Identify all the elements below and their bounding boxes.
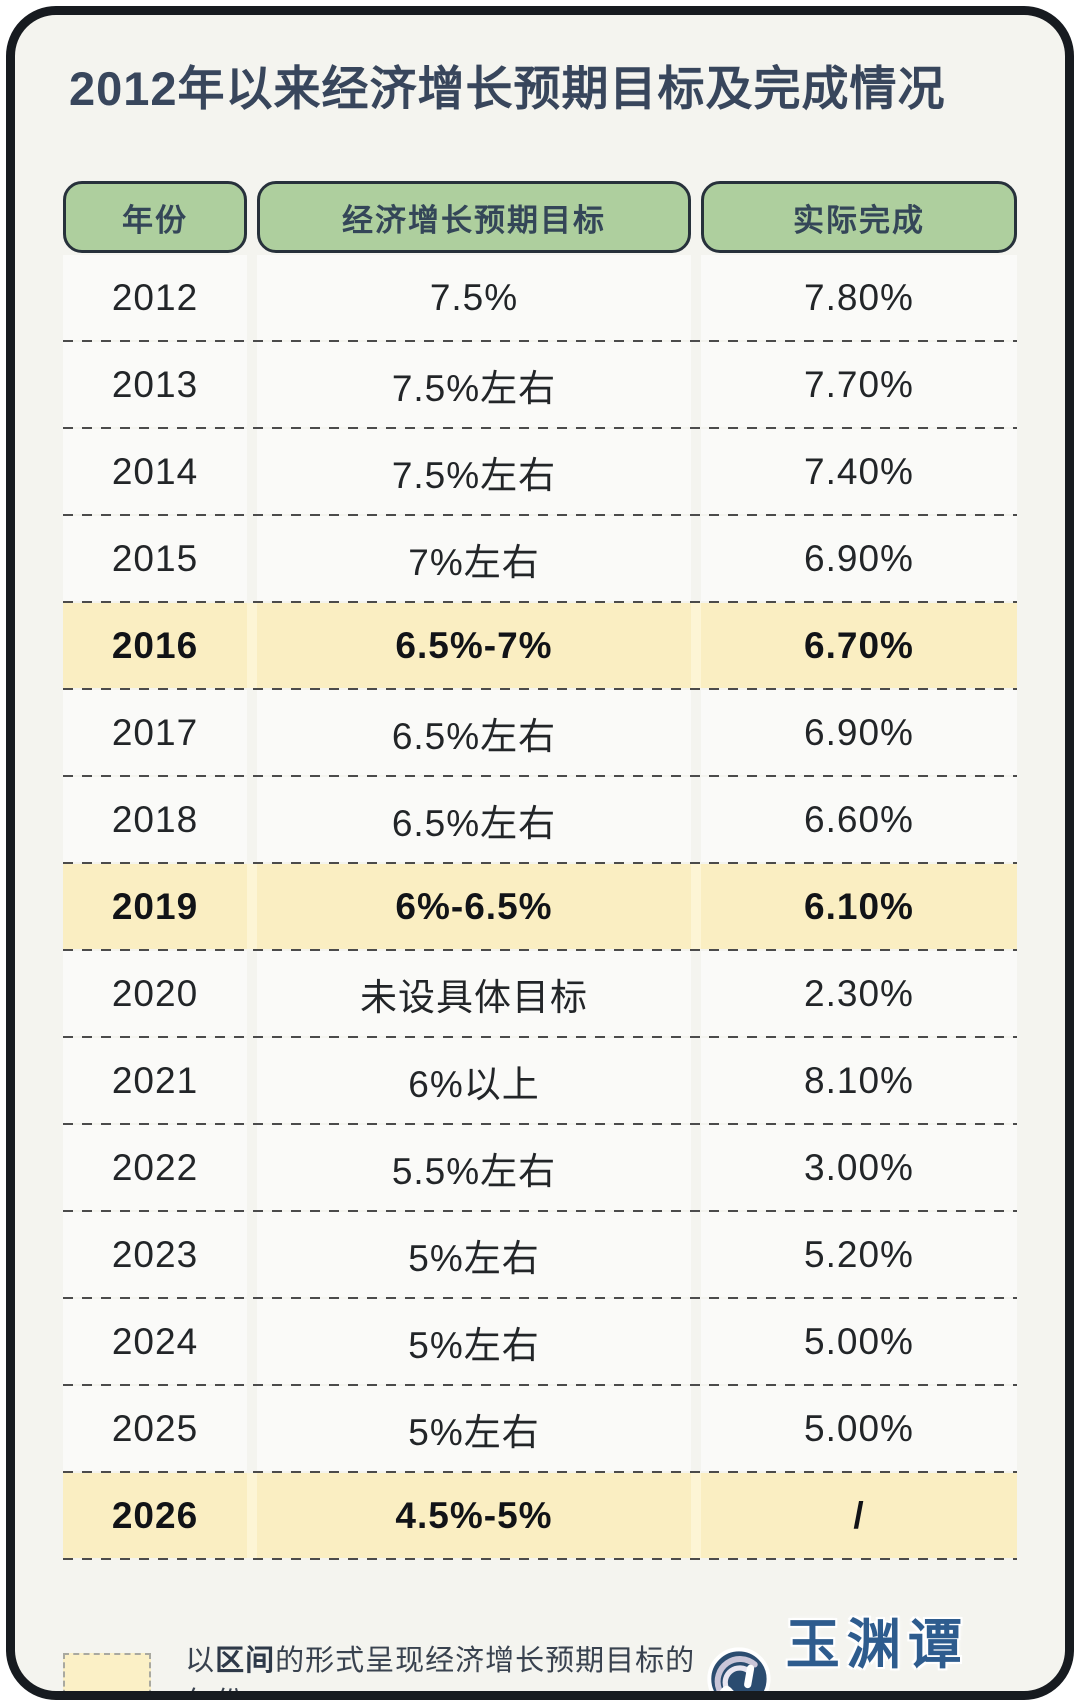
row-target: 7.5%左右 xyxy=(257,429,691,514)
row-divider xyxy=(63,862,1017,864)
row-divider xyxy=(63,427,1017,429)
row-actual: 5.20% xyxy=(701,1212,1017,1297)
row-target: 5%左右 xyxy=(257,1212,691,1297)
row-year: 2013 xyxy=(63,342,247,427)
row-divider xyxy=(63,1558,1017,1560)
table-row: 2015 7%左右 6.90% xyxy=(63,516,1017,601)
table-row: 2026 4.5%-5% / xyxy=(63,1473,1017,1558)
row-year: 2019 xyxy=(63,864,247,949)
table-row: 2014 7.5%左右 7.40% xyxy=(63,429,1017,514)
brand-logo: 玉渊谭天 xyxy=(706,1600,1009,1691)
row-year: 2024 xyxy=(63,1299,247,1384)
legend-label-prefix: 以 xyxy=(185,1645,216,1677)
row-actual: / xyxy=(701,1473,1017,1558)
table-row: 2020 未设具体目标 2.30% xyxy=(63,951,1017,1036)
table-row: 2025 5%左右 5.00% xyxy=(63,1386,1017,1471)
row-divider xyxy=(63,1384,1017,1386)
row-year: 2016 xyxy=(63,603,247,688)
legend-swatch xyxy=(63,1653,152,1691)
legend: 以区间的形式呈现经济增长预期目标的年份 xyxy=(63,1637,706,1691)
legend-label: 以区间的形式呈现经济增长预期目标的年份 xyxy=(185,1637,706,1691)
table-row: 2023 5%左右 5.20% xyxy=(63,1212,1017,1297)
footer: 以区间的形式呈现经济增长预期目标的年份 玉渊谭天 xyxy=(63,1600,1017,1691)
table-row: 2016 6.5%-7% 6.70% xyxy=(63,603,1017,688)
legend-label-suffix: 的形式呈现经济增长预期目标的年份 xyxy=(185,1645,696,1691)
row-actual: 6.10% xyxy=(701,864,1017,949)
row-year: 2014 xyxy=(63,429,247,514)
row-actual: 7.70% xyxy=(701,342,1017,427)
row-target: 6%-6.5% xyxy=(257,864,691,949)
infographic-card: 2012年以来经济增长预期目标及完成情况 年份 经济增长预期目标 实际完成 20… xyxy=(6,6,1074,1700)
row-actual: 6.90% xyxy=(701,690,1017,775)
row-target: 7%左右 xyxy=(257,516,691,601)
row-actual: 3.00% xyxy=(701,1125,1017,1210)
row-target: 6.5%左右 xyxy=(257,690,691,775)
row-actual: 5.00% xyxy=(701,1299,1017,1384)
row-target: 7.5% xyxy=(257,255,691,340)
row-divider xyxy=(63,1210,1017,1212)
row-year: 2026 xyxy=(63,1473,247,1558)
row-actual: 6.60% xyxy=(701,777,1017,862)
row-target: 5.5%左右 xyxy=(257,1125,691,1210)
row-target: 4.5%-5% xyxy=(257,1473,691,1558)
row-divider xyxy=(63,1297,1017,1299)
table-row: 2018 6.5%左右 6.60% xyxy=(63,777,1017,862)
table-row: 2017 6.5%左右 6.90% xyxy=(63,690,1017,775)
header-year: 年份 xyxy=(63,181,247,253)
row-year: 2025 xyxy=(63,1386,247,1471)
brand-logo-wave-icon xyxy=(707,1647,771,1691)
table-row: 2022 5.5%左右 3.00% xyxy=(63,1125,1017,1210)
row-divider xyxy=(63,601,1017,603)
row-divider xyxy=(63,340,1017,342)
row-target: 5%左右 xyxy=(257,1386,691,1471)
row-divider xyxy=(63,1036,1017,1038)
row-divider xyxy=(63,514,1017,516)
row-actual: 7.80% xyxy=(701,255,1017,340)
row-year: 2017 xyxy=(63,690,247,775)
brand-logo-text: 玉渊谭天 xyxy=(785,1615,969,1675)
row-target: 6.5%-7% xyxy=(257,603,691,688)
table-row: 2012 7.5% 7.80% xyxy=(63,255,1017,340)
row-actual: 6.70% xyxy=(701,603,1017,688)
table-row: 2024 5%左右 5.00% xyxy=(63,1299,1017,1384)
row-actual: 5.00% xyxy=(701,1386,1017,1471)
row-divider xyxy=(63,1471,1017,1473)
row-year: 2015 xyxy=(63,516,247,601)
row-year: 2012 xyxy=(63,255,247,340)
row-year: 2018 xyxy=(63,777,247,862)
row-actual: 2.30% xyxy=(701,951,1017,1036)
row-divider xyxy=(63,688,1017,690)
row-actual: 6.90% xyxy=(701,516,1017,601)
row-target: 未设具体目标 xyxy=(257,951,691,1036)
row-target: 7.5%左右 xyxy=(257,342,691,427)
table-body: 2012 7.5% 7.80% 2013 7.5%左右 7.70% 2014 7… xyxy=(63,255,1017,1560)
row-target: 5%左右 xyxy=(257,1299,691,1384)
header-target: 经济增长预期目标 xyxy=(257,181,691,253)
row-divider xyxy=(63,1123,1017,1125)
header-actual: 实际完成 xyxy=(701,181,1017,253)
row-divider xyxy=(63,949,1017,951)
row-year: 2021 xyxy=(63,1038,247,1123)
row-actual: 8.10% xyxy=(701,1038,1017,1123)
table-row: 2013 7.5%左右 7.70% xyxy=(63,342,1017,427)
row-year: 2020 xyxy=(63,951,247,1036)
legend-label-bold: 区间 xyxy=(215,1645,276,1677)
table-row: 2021 6%以上 8.10% xyxy=(63,1038,1017,1123)
row-divider xyxy=(63,775,1017,777)
row-actual: 7.40% xyxy=(701,429,1017,514)
table-header: 年份 经济增长预期目标 实际完成 xyxy=(63,181,1017,253)
row-year: 2022 xyxy=(63,1125,247,1210)
row-target: 6%以上 xyxy=(257,1038,691,1123)
row-year: 2023 xyxy=(63,1212,247,1297)
row-target: 6.5%左右 xyxy=(257,777,691,862)
page-title: 2012年以来经济增长预期目标及完成情况 xyxy=(69,62,946,115)
table-row: 2019 6%-6.5% 6.10% xyxy=(63,864,1017,949)
